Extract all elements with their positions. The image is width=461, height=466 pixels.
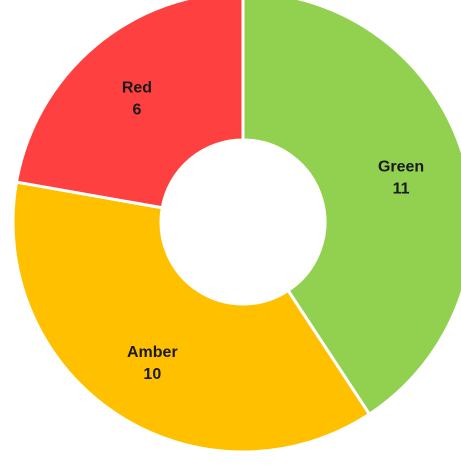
slice-label-green: Green <box>378 159 424 176</box>
donut-slices <box>11 0 461 454</box>
donut-slice-red <box>14 0 245 210</box>
slice-value-red: 6 <box>132 102 141 119</box>
slice-label-amber: Amber <box>127 344 178 361</box>
slice-value-green: 11 <box>393 181 410 198</box>
donut-labels: Green 11 Amber 10 Red 6 <box>122 80 424 383</box>
donut-slice-green <box>241 0 461 416</box>
slice-label-red: Red <box>122 80 152 97</box>
slice-value-amber: 10 <box>143 366 161 383</box>
donut-slice-amber <box>11 180 371 454</box>
